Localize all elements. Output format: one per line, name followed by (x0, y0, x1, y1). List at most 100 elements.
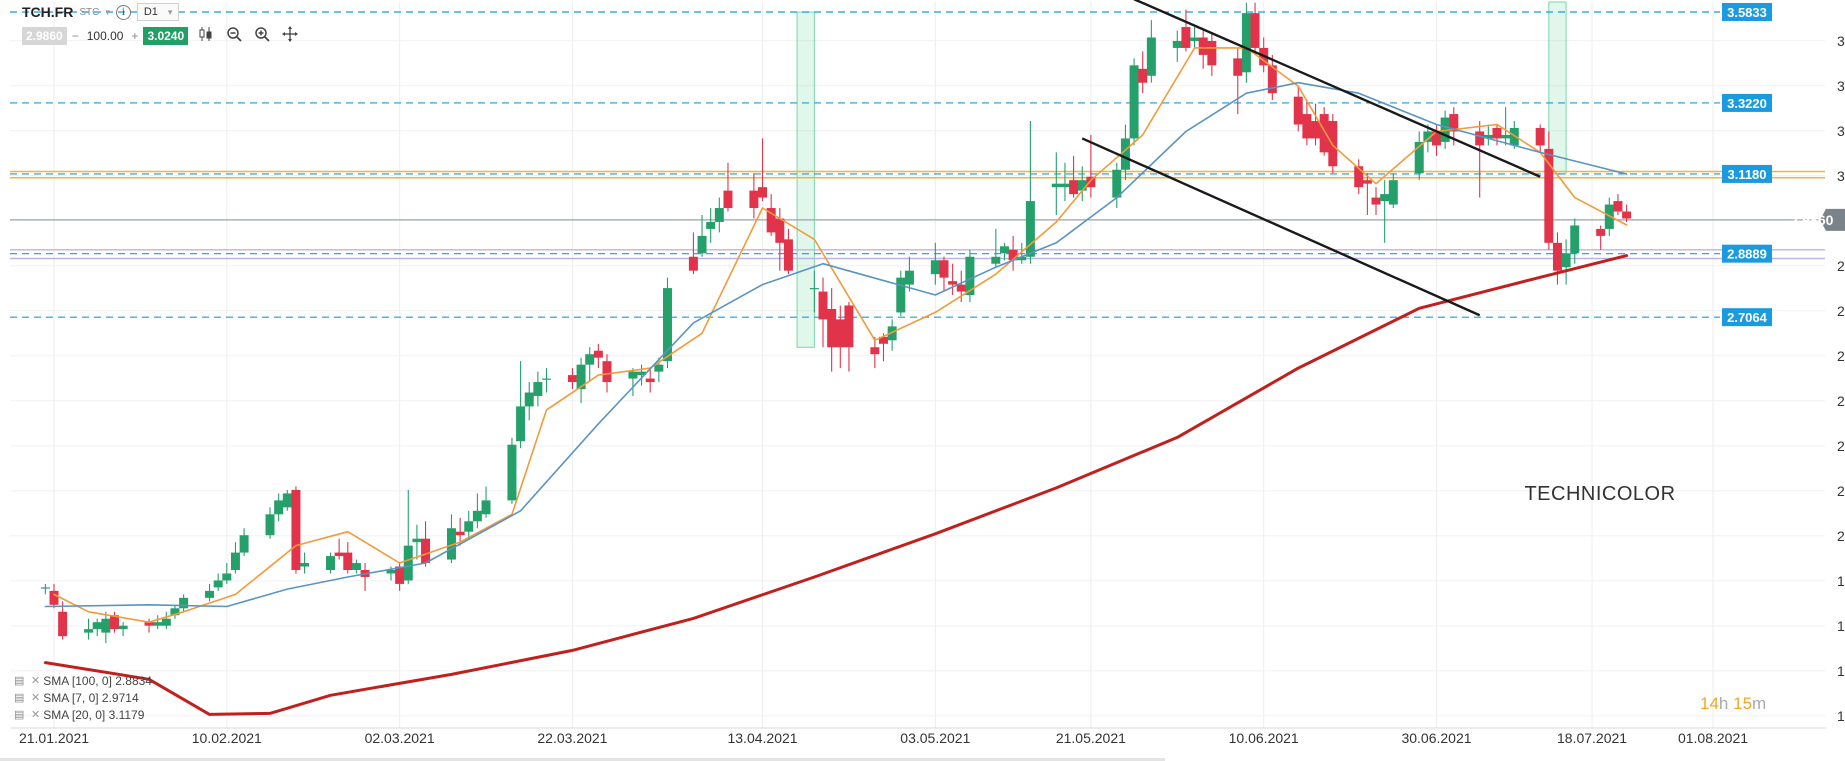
candle-body (1613, 201, 1623, 212)
crosshair-move-icon[interactable] (282, 26, 299, 46)
candle-body (1077, 180, 1087, 191)
x-tick-label: 30.06.2021 (1401, 730, 1471, 746)
countdown-minutes: 15 (1733, 694, 1753, 713)
sma-line-100 (43, 254, 1629, 716)
y-tick-label: 2.8540 (1837, 258, 1845, 274)
candle-body (775, 218, 785, 243)
candle-body (1008, 249, 1018, 261)
candle-body (576, 364, 586, 390)
trade-toolbar: 2.9860 − 100.00 + 3.0240 (22, 26, 299, 46)
zoom-in-icon[interactable] (254, 26, 270, 46)
candle-body (567, 375, 577, 383)
candle-body (896, 277, 906, 313)
y-tick-label: 2.2075 (1837, 483, 1845, 499)
candle-body (723, 190, 733, 209)
zoom-out-icon[interactable] (226, 26, 242, 46)
candle-body (40, 587, 50, 589)
candle-body (109, 615, 119, 630)
buy-price-button[interactable]: 3.0240 (143, 27, 189, 45)
candle-body (403, 545, 413, 581)
candle-body (697, 235, 707, 254)
price-level-badge (1722, 244, 1772, 263)
legend-item-sma100[interactable]: ▤ ✕ SMA [100, 0] 2.8834 (14, 673, 152, 690)
candle-body (827, 308, 837, 348)
legend-item-sma20[interactable]: ▤ ✕ SMA [20, 0] 3.1179 (14, 707, 152, 724)
candle-body (144, 622, 154, 626)
candle-body (1432, 131, 1441, 146)
price-level-label: 3.1180 (1727, 167, 1766, 182)
candle-body (870, 347, 880, 355)
current-price-badge (1820, 208, 1845, 231)
sell-price-button[interactable]: 2.9860 (22, 27, 67, 45)
quantity-input[interactable]: 100.00 (86, 29, 124, 43)
candle-body (351, 563, 361, 570)
chevron-down-icon[interactable]: ▾ (105, 6, 110, 17)
countdown-m: m (1752, 694, 1767, 713)
close-icon[interactable]: ✕ (31, 675, 41, 687)
candle-body (887, 326, 897, 341)
timeframe-select[interactable]: D1 ▾ (136, 3, 180, 21)
candle-body (1501, 134, 1511, 139)
candle-type-icon[interactable] (198, 26, 214, 46)
grid (10, 2, 1825, 728)
current-price-label: 2.9860 (1791, 212, 1834, 228)
candle-body (904, 270, 914, 285)
exchange-label: STC (79, 6, 100, 18)
symbol-name[interactable]: TCH.FR (22, 4, 74, 20)
trend-line[interactable] (1133, 0, 1541, 178)
candle-body (153, 622, 163, 626)
candle-body (326, 556, 335, 570)
sma-lines (43, 47, 1629, 716)
candle-body (282, 493, 292, 508)
settings-icon[interactable]: ▤ (14, 709, 25, 721)
trend-line[interactable] (1081, 137, 1481, 317)
candle-body (1207, 40, 1217, 66)
settings-icon[interactable]: ▤ (14, 675, 25, 687)
horizontal-scrollbar[interactable] (0, 758, 1165, 761)
y-tick-label: 1.6903 (1837, 663, 1845, 679)
candle-body (1552, 242, 1562, 271)
close-icon[interactable]: ✕ (31, 692, 41, 704)
legend-label: SMA [20, 0] 3.1179 (43, 708, 145, 722)
candle-body (1319, 114, 1329, 153)
candle-body (1388, 180, 1398, 205)
candle-body (783, 239, 793, 271)
settings-icon[interactable]: ▤ (14, 692, 25, 704)
price-level-label: 3.3220 (1727, 96, 1767, 111)
info-icon[interactable]: i (115, 4, 131, 20)
candle-body (654, 364, 664, 372)
close-icon[interactable]: ✕ (31, 709, 41, 721)
candle-body (49, 590, 59, 605)
highlight-zones (796, 1, 1567, 348)
y-tick-label: 2.3368 (1837, 438, 1845, 454)
y-tick-label: 2.5954 (1837, 348, 1845, 364)
timeframe-value: D1 (143, 6, 158, 18)
x-tick-label: 21.05.2021 (1056, 730, 1126, 746)
candle-body (1051, 183, 1061, 188)
quantity-increase-button[interactable]: + (131, 29, 139, 43)
candle-body (1129, 65, 1139, 139)
y-tick-label: 3.3712 (1837, 78, 1845, 94)
candle-body (222, 573, 232, 581)
legend-label: SMA [100, 0] 2.8834 (43, 674, 152, 688)
candle-body (1570, 225, 1580, 254)
candle-body (939, 260, 949, 278)
candle-body (239, 535, 249, 553)
candle-body (179, 597, 189, 609)
trend-lines[interactable] (1081, 0, 1541, 317)
y-tick-label: 1.9489 (1837, 573, 1845, 589)
candle-body (412, 538, 422, 543)
legend-item-sma7[interactable]: ▤ ✕ SMA [7, 0] 2.9714 (14, 690, 152, 707)
candle-body (230, 552, 240, 570)
candle-body (161, 618, 171, 626)
x-tick-label: 01.08.2021 (1678, 730, 1748, 746)
candle-body (472, 510, 482, 522)
candle-body (291, 489, 301, 570)
x-tick-label: 21.01.2021 (19, 730, 89, 746)
candle-body (1146, 37, 1156, 76)
candle-body (334, 552, 344, 557)
quantity-decrease-button[interactable]: − (71, 29, 79, 43)
chevron-down-icon: ▾ (167, 7, 173, 17)
candle-body (1302, 114, 1312, 139)
